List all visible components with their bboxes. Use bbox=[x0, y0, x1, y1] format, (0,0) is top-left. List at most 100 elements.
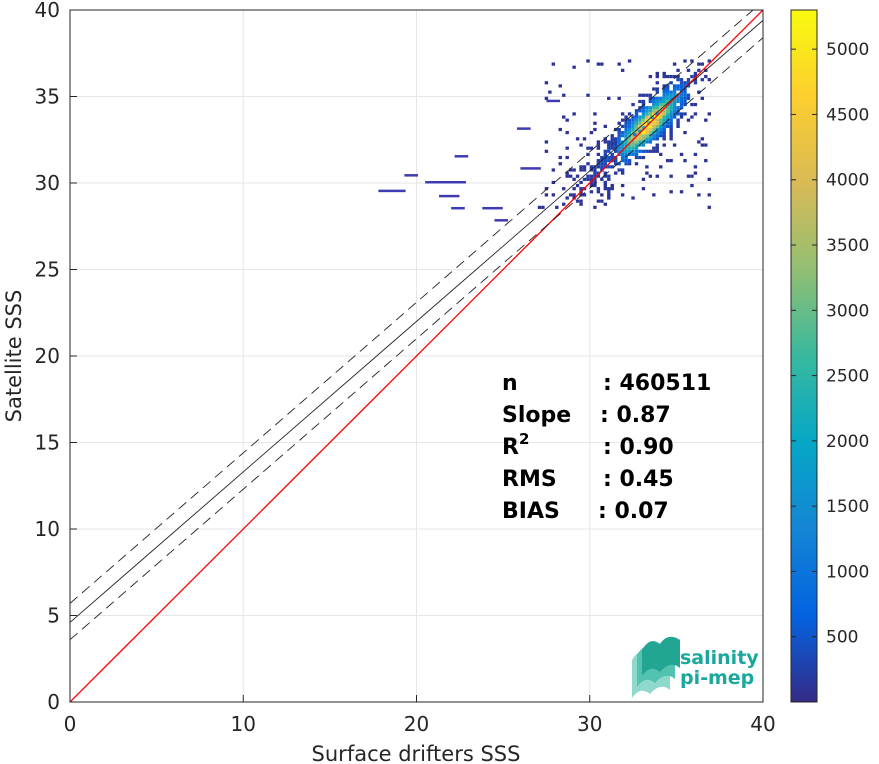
heat-cell-252 bbox=[638, 155, 642, 160]
heat-cell-220 bbox=[631, 196, 635, 200]
heat-cell-379 bbox=[662, 137, 666, 141]
heat-cell-466 bbox=[679, 115, 684, 119]
heat-cell-412 bbox=[665, 87, 670, 91]
heat-cell-444 bbox=[672, 93, 677, 97]
heat-cell-166 bbox=[617, 131, 621, 135]
heat-cell-234 bbox=[631, 102, 635, 107]
line-regression bbox=[70, 20, 763, 623]
heat-cell-51 bbox=[579, 143, 583, 147]
heat-cell-275 bbox=[641, 134, 646, 138]
heat-cell-215 bbox=[627, 124, 632, 128]
heat-cell-35 bbox=[572, 177, 576, 181]
heat-cell-144 bbox=[610, 140, 614, 144]
heat-cell-460 bbox=[676, 84, 680, 88]
heat-cell-325 bbox=[652, 137, 656, 141]
heat-cell-303 bbox=[645, 93, 649, 97]
heat-cell-446 bbox=[672, 87, 677, 91]
heat-cell-385 bbox=[662, 118, 666, 122]
heat-cell-213 bbox=[627, 131, 632, 135]
heat-cell-431 bbox=[669, 96, 673, 100]
logo-line1: salinity bbox=[680, 647, 759, 669]
heat-cell-272 bbox=[641, 143, 646, 147]
heat-cell-68 bbox=[589, 177, 594, 181]
heat-cell-225 bbox=[631, 140, 635, 144]
heat-cell-211 bbox=[627, 137, 632, 141]
heat-cell-525 bbox=[704, 118, 708, 122]
heat-cell-183 bbox=[620, 131, 625, 135]
heat-cell-216 bbox=[627, 121, 632, 125]
heat-cell-47 bbox=[579, 187, 583, 191]
heat-cell-317 bbox=[648, 106, 653, 110]
heat-cell-240 bbox=[634, 143, 639, 147]
heat-cell-67 bbox=[589, 180, 594, 185]
heat-streak-541 bbox=[454, 155, 469, 158]
heat-cell-43 bbox=[579, 202, 583, 206]
heat-cell-434 bbox=[669, 81, 673, 85]
heat-cell-404 bbox=[665, 112, 670, 116]
heat-cell-358 bbox=[655, 90, 659, 94]
heat-cell-469 bbox=[679, 102, 684, 107]
heat-cell-499 bbox=[690, 174, 694, 178]
heat-cell-17 bbox=[558, 84, 562, 88]
y-tick-label-5: 25 bbox=[35, 258, 60, 282]
heat-cell-456 bbox=[676, 99, 680, 104]
heat-cell-40 bbox=[575, 183, 580, 188]
heat-cell-178 bbox=[620, 149, 625, 153]
stat-value-0: : 460511 bbox=[603, 371, 711, 396]
heat-cell-246 bbox=[634, 124, 639, 128]
heat-cell-292 bbox=[645, 137, 649, 141]
heat-cell-452 bbox=[676, 118, 680, 122]
heat-cell-295 bbox=[645, 127, 649, 132]
heat-cell-477 bbox=[679, 78, 684, 82]
heat-core-546 bbox=[641, 126, 646, 130]
heat-cell-7 bbox=[544, 81, 549, 85]
heat-cell-247 bbox=[634, 121, 639, 125]
heat-core-550 bbox=[633, 133, 637, 137]
heat-cell-210 bbox=[627, 140, 632, 144]
heat-cell-290 bbox=[645, 149, 649, 153]
heat-streak-536 bbox=[425, 181, 466, 184]
heat-cell-336 bbox=[652, 102, 656, 107]
heat-cell-261 bbox=[638, 121, 642, 125]
heat-cell-214 bbox=[627, 127, 632, 132]
heat-cell-511 bbox=[693, 74, 698, 79]
heat-cell-149 bbox=[614, 159, 618, 163]
heat-cell-80 bbox=[593, 168, 597, 172]
heat-cell-401 bbox=[665, 121, 670, 125]
heat-cell-218 bbox=[627, 112, 632, 116]
heat-cell-382 bbox=[662, 127, 666, 132]
heat-cell-195 bbox=[624, 140, 628, 144]
heat-cell-480 bbox=[683, 112, 687, 116]
heat-cell-84 bbox=[593, 112, 597, 116]
heat-cell-267 bbox=[638, 93, 642, 97]
heat-cell-185 bbox=[620, 118, 625, 122]
heat-streak-542 bbox=[520, 167, 541, 170]
heat-cell-447 bbox=[672, 84, 677, 88]
heat-cell-49 bbox=[579, 168, 583, 172]
heat-cell-338 bbox=[652, 96, 656, 100]
heat-cell-28 bbox=[565, 118, 569, 122]
heat-cell-530 bbox=[707, 177, 711, 181]
heat-cell-528 bbox=[707, 205, 711, 209]
heat-cell-353 bbox=[655, 109, 659, 113]
heat-cell-487 bbox=[683, 84, 687, 88]
heat-cell-256 bbox=[638, 137, 642, 141]
heat-cell-496 bbox=[686, 78, 691, 82]
logo-line2: pi-mep bbox=[680, 667, 754, 689]
heat-cell-66 bbox=[589, 183, 594, 188]
heat-cell-92 bbox=[596, 159, 601, 163]
heat-cell-219 bbox=[627, 59, 632, 63]
heat-core-548 bbox=[638, 129, 642, 133]
heat-cell-470 bbox=[679, 99, 684, 104]
heat-cell-343 bbox=[655, 143, 659, 147]
heat-cell-231 bbox=[631, 121, 635, 125]
heat-cell-257 bbox=[638, 134, 642, 138]
stat-value-4: : 0.07 bbox=[598, 499, 669, 524]
heat-cell-95 bbox=[596, 143, 601, 147]
heat-cell-44 bbox=[579, 199, 583, 203]
heat-cell-1 bbox=[541, 205, 545, 209]
heat-cell-386 bbox=[662, 115, 666, 119]
heat-cell-41 bbox=[575, 174, 580, 178]
heat-cell-76 bbox=[593, 180, 597, 185]
